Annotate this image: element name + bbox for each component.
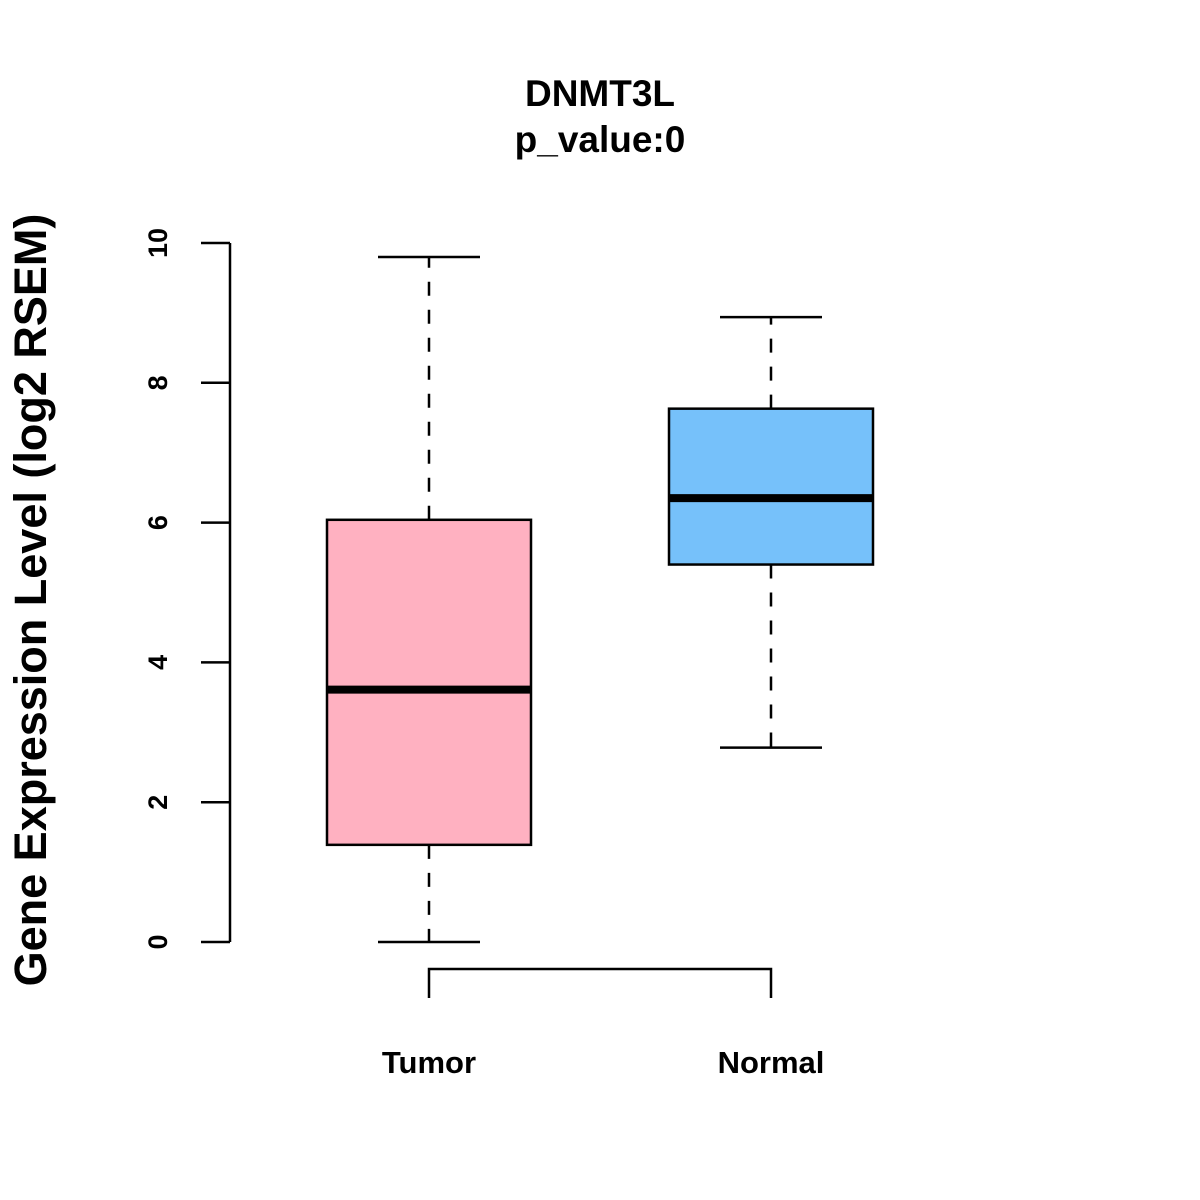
y-tick-label: 8 bbox=[143, 375, 173, 390]
y-tick-label: 4 bbox=[143, 655, 173, 670]
y-axis-label: Gene Expression Level (log2 RSEM) bbox=[5, 214, 56, 987]
y-tick-label: 2 bbox=[143, 795, 173, 810]
iqr-box bbox=[667, 407, 875, 566]
y-tick-label: 6 bbox=[143, 515, 173, 530]
box-tumor bbox=[325, 255, 533, 944]
chart-title: DNMT3L bbox=[525, 73, 675, 114]
y-axis: 0 2 4 6 8 10 bbox=[143, 228, 232, 950]
boxes bbox=[325, 255, 875, 944]
x-category-labels: Tumor Normal bbox=[382, 1045, 824, 1080]
box-normal bbox=[667, 315, 875, 749]
comparison-bracket bbox=[427, 967, 773, 998]
x-category-label-normal: Normal bbox=[718, 1045, 825, 1080]
iqr-box bbox=[325, 518, 533, 847]
x-category-label-tumor: Tumor bbox=[382, 1045, 476, 1080]
y-tick-label: 0 bbox=[143, 934, 173, 949]
chart-subtitle: p_value:0 bbox=[515, 119, 686, 160]
bracket-line bbox=[427, 967, 773, 998]
y-tick-label: 10 bbox=[143, 228, 173, 258]
